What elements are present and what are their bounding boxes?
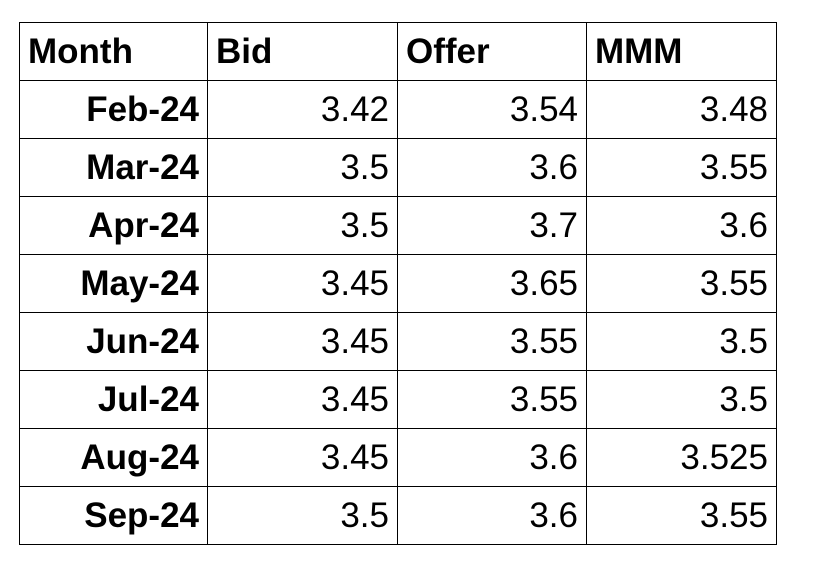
price-table: Month Bid Offer MMM Feb-24 3.42 3.54 3.4…: [19, 22, 777, 545]
bid-cell: 3.45: [207, 370, 398, 429]
month-cell: May-24: [19, 254, 208, 313]
mmm-cell: 3.525: [586, 428, 777, 487]
bid-cell: 3.45: [207, 312, 398, 371]
bid-cell: 3.45: [207, 254, 398, 313]
table-row: Aug-24 3.45 3.6 3.525: [19, 428, 777, 487]
bid-cell: 3.42: [207, 80, 398, 139]
table-row: Jul-24 3.45 3.55 3.5: [19, 370, 777, 429]
month-cell: Mar-24: [19, 138, 208, 197]
header-offer: Offer: [397, 22, 587, 81]
table-row: May-24 3.45 3.65 3.55: [19, 254, 777, 313]
offer-cell: 3.55: [397, 370, 587, 429]
mmm-cell: 3.5: [586, 370, 777, 429]
table-row: Feb-24 3.42 3.54 3.48: [19, 80, 777, 139]
month-cell: Jun-24: [19, 312, 208, 371]
bid-cell: 3.5: [207, 196, 398, 255]
offer-cell: 3.55: [397, 312, 587, 371]
mmm-cell: 3.55: [586, 486, 777, 545]
table-row: Apr-24 3.5 3.7 3.6: [19, 196, 777, 255]
header-bid: Bid: [207, 22, 398, 81]
offer-cell: 3.54: [397, 80, 587, 139]
mmm-cell: 3.48: [586, 80, 777, 139]
month-cell: Jul-24: [19, 370, 208, 429]
offer-cell: 3.6: [397, 138, 587, 197]
month-cell: Aug-24: [19, 428, 208, 487]
mmm-cell: 3.55: [586, 138, 777, 197]
header-row: Month Bid Offer MMM: [19, 22, 777, 81]
table-row: Mar-24 3.5 3.6 3.55: [19, 138, 777, 197]
offer-cell: 3.65: [397, 254, 587, 313]
table-row: Sep-24 3.5 3.6 3.55: [19, 486, 777, 545]
month-cell: Apr-24: [19, 196, 208, 255]
month-cell: Sep-24: [19, 486, 208, 545]
mmm-cell: 3.5: [586, 312, 777, 371]
header-month: Month: [19, 22, 208, 81]
table-row: Jun-24 3.45 3.55 3.5: [19, 312, 777, 371]
mmm-cell: 3.6: [586, 196, 777, 255]
bid-cell: 3.5: [207, 486, 398, 545]
bid-cell: 3.5: [207, 138, 398, 197]
bid-cell: 3.45: [207, 428, 398, 487]
month-cell: Feb-24: [19, 80, 208, 139]
offer-cell: 3.7: [397, 196, 587, 255]
offer-cell: 3.6: [397, 428, 587, 487]
header-mmm: MMM: [586, 22, 777, 81]
offer-cell: 3.6: [397, 486, 587, 545]
mmm-cell: 3.55: [586, 254, 777, 313]
